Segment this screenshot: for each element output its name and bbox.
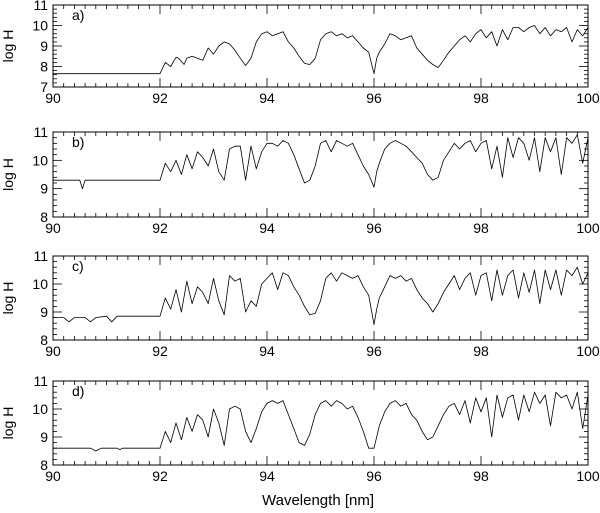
- x-tick-label: 98: [473, 343, 489, 359]
- x-tick-label: 96: [366, 90, 382, 106]
- plot-frame: [52, 255, 589, 341]
- y-axis-label: log H: [0, 282, 16, 315]
- x-axis-label: Wavelength [nm]: [262, 492, 374, 509]
- x-tick-label: 100: [576, 220, 600, 236]
- y-tick-label: 7: [40, 79, 48, 95]
- y-tick-label: 9: [40, 304, 48, 320]
- y-tick-label: 8: [40, 59, 48, 75]
- y-axis-label: log H: [0, 407, 16, 440]
- x-tick-label: 96: [366, 220, 382, 236]
- y-tick-label: 8: [40, 332, 48, 348]
- plot-frame: [52, 4, 589, 88]
- y-tick-label: 11: [33, 0, 48, 13]
- panel-3: 90 92 94 96 98 100 8 9 10 11 log H c): [0, 248, 600, 359]
- spectrum-line: [53, 391, 589, 452]
- panel-label: b): [72, 134, 84, 150]
- panel-label: a): [72, 7, 84, 23]
- y-tick-label: 10: [32, 401, 48, 417]
- panel-label: c): [72, 258, 84, 274]
- y-tick-label: 11: [33, 124, 48, 140]
- x-tick-label: 90: [45, 468, 61, 484]
- panel-2: 90 92 94 96 98 100 8 9 10 11 log H b): [0, 124, 600, 236]
- x-tick-label: 94: [259, 468, 275, 484]
- spectrum-line: [53, 25, 589, 75]
- x-tick-label: 90: [45, 343, 61, 359]
- x-tick-label: 100: [576, 90, 600, 106]
- x-tick-label: 94: [259, 90, 275, 106]
- x-tick-label: 96: [366, 468, 382, 484]
- y-tick-label: 8: [40, 457, 48, 473]
- y-tick-label: 8: [40, 209, 48, 225]
- spectrum-line: [53, 134, 589, 190]
- panel-4: 90 92 94 96 98 100 8 9 10 11 log H d): [0, 373, 600, 484]
- y-tick-label: 10: [32, 152, 48, 168]
- spectrum-line: [53, 266, 589, 326]
- x-tick-label: 94: [259, 220, 275, 236]
- panel-label: d): [72, 383, 84, 399]
- x-tick-label: 92: [152, 220, 168, 236]
- plot-frame: [52, 380, 589, 466]
- x-tick-label: 92: [152, 468, 168, 484]
- y-tick-label: 9: [40, 38, 48, 54]
- panel-1: 90 92 94 96 98 100 7 8 9 10 11 log H a): [0, 0, 600, 106]
- plot-frame: [52, 131, 589, 218]
- x-tick-label: 92: [152, 343, 168, 359]
- x-tick-label: 90: [45, 90, 61, 106]
- y-tick-label: 11: [33, 373, 48, 389]
- x-tick-label: 100: [576, 343, 600, 359]
- x-tick-label: 96: [366, 343, 382, 359]
- y-axis-label: log H: [0, 158, 16, 191]
- x-tick-label: 90: [45, 220, 61, 236]
- x-tick-label: 98: [473, 468, 489, 484]
- x-tick-label: 100: [576, 468, 600, 484]
- y-tick-label: 9: [40, 429, 48, 445]
- x-tick-label: 98: [473, 220, 489, 236]
- y-tick-label: 10: [32, 276, 48, 292]
- y-tick-label: 9: [40, 181, 48, 197]
- x-tick-label: 92: [152, 90, 168, 106]
- x-tick-label: 98: [473, 90, 489, 106]
- y-tick-label: 11: [33, 248, 48, 264]
- y-axis-label: log H: [0, 30, 16, 63]
- y-tick-label: 10: [32, 18, 48, 34]
- x-tick-label: 94: [259, 343, 275, 359]
